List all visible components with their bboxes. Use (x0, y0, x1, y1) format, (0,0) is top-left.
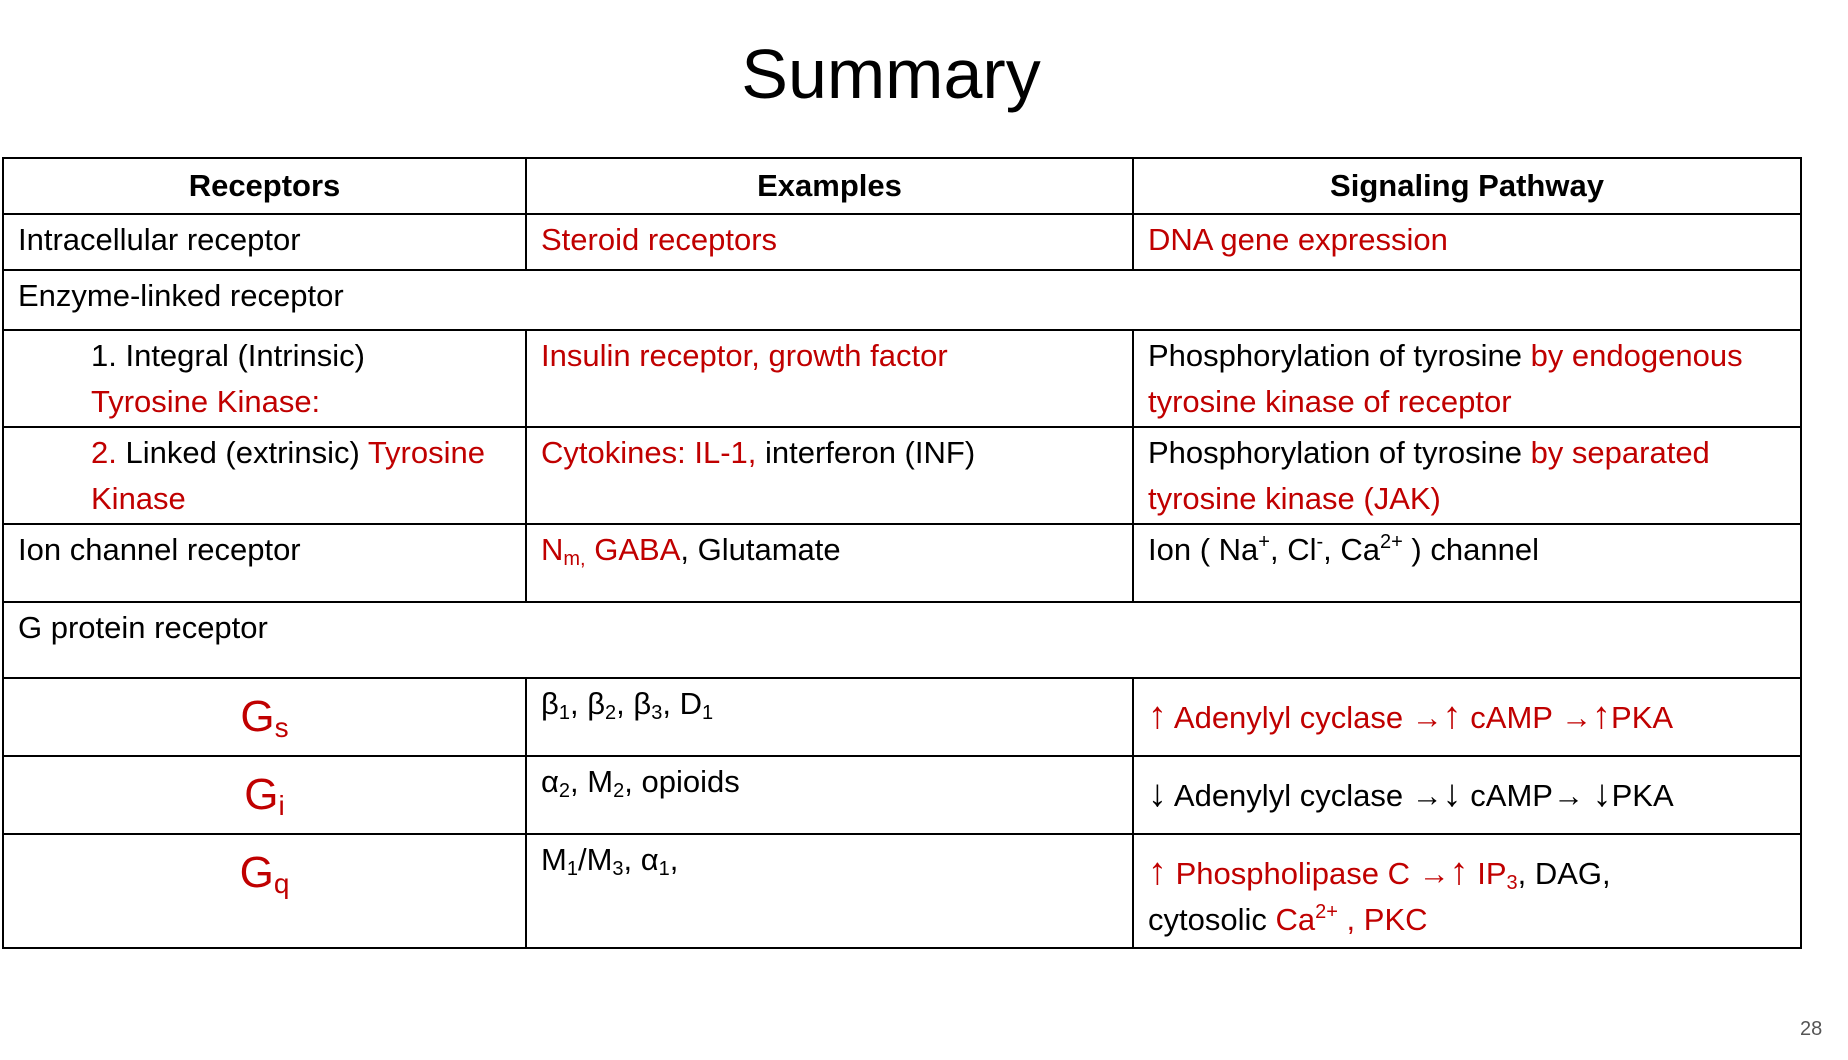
receptor-cell: 1. Integral (Intrinsic) Tyrosine Kinase: (2, 329, 527, 428)
example-glutamate: , Glutamate (680, 532, 841, 567)
up-arrow-icon: ↑ (1449, 851, 1469, 893)
g-subunit-label: Gi (2, 755, 527, 835)
down-arrow-icon: ↓ (1592, 773, 1612, 815)
up-arrow-icon: ↑ (1442, 695, 1462, 737)
examples-cell: Steroid receptors (525, 213, 1134, 271)
down-arrow-icon: ↓ (1442, 773, 1462, 815)
pathway-cell: Ion ( Na+, Cl-, Ca2+ ) channel (1132, 523, 1802, 603)
header-receptors: Receptors (2, 157, 527, 215)
right-arrow-icon: → (1561, 700, 1593, 735)
header-pathway: Signaling Pathway (1132, 157, 1802, 215)
right-arrow-icon: → (1418, 856, 1450, 891)
up-arrow-icon: ↑ (1148, 695, 1167, 737)
example-nm: Nm, GABA (541, 532, 681, 570)
pathway-cell: DNA gene expression (1132, 213, 1802, 271)
examples-cell: Insulin receptor, growth factor (525, 329, 1134, 428)
examples-cell: Nm, GABA, Glutamate (525, 523, 1134, 603)
pathway-cell: Phosphorylation of tyrosine by separated… (1132, 426, 1802, 525)
right-arrow-icon: → (1411, 778, 1443, 813)
pathway-text-red: by separated tyrosine kinase (JAK) (1148, 435, 1710, 516)
pathway-text: Phosphorylation of tyrosine (1148, 338, 1531, 373)
section-label: G protein receptor (2, 601, 1802, 679)
table-row: 1. Integral (Intrinsic) Tyrosine Kinase:… (2, 329, 1802, 428)
pathway-cell: ↑ Phospholipase C →↑ IP3, DAG, cytosolic … (1132, 833, 1802, 949)
receptor-text: Linked (extrinsic) (116, 435, 368, 470)
page-number: 28 (1800, 1018, 1823, 1040)
examples-cell: M1/M3, α1, (525, 833, 1134, 949)
pathway-cell: Phosphorylation of tyrosine by endogenou… (1132, 329, 1802, 428)
examples-text: interferon (INF) (764, 435, 976, 470)
table-row: 2. Linked (extrinsic) Tyrosine Kinase Cy… (2, 426, 1802, 525)
g-subunit-label: Gs (2, 677, 527, 757)
up-arrow-icon: ↑ (1148, 851, 1167, 893)
section-label: Enzyme-linked receptor (2, 269, 1802, 331)
receptor-cell: Intracellular receptor (2, 213, 527, 271)
right-arrow-icon: → (1552, 778, 1584, 813)
pathway-text: Phosphorylation of tyrosine (1148, 435, 1531, 470)
receptor-text-red: Tyrosine Kinase (91, 435, 485, 516)
pathway-text-red: by endogenous tyrosine kinase of recepto… (1148, 338, 1743, 419)
header-examples: Examples (525, 157, 1134, 215)
table-row: Gs β1, β2, β3, D1 ↑ Adenylyl cyclase →↑ … (2, 677, 1802, 757)
header-row: Receptors Examples Signaling Pathway (2, 157, 1802, 215)
examples-cell: α2, M2, opioids (525, 755, 1134, 835)
up-arrow-icon: ↑ (1592, 695, 1612, 737)
table-row: Gq M1/M3, α1, ↑ Phospholipase C →↑ IP3, … (2, 833, 1802, 949)
table-row: Ion channel receptor Nm, GABA, Glutamate… (2, 523, 1802, 603)
pathway-cell: ↓ Adenylyl cyclase →↓ cAMP→ ↓PKA (1132, 755, 1802, 835)
receptor-cell: 2. Linked (extrinsic) Tyrosine Kinase (2, 426, 527, 525)
g-subunit-label: Gq (2, 833, 527, 949)
examples-text-red: Cytokines: IL-1, (541, 435, 765, 470)
right-arrow-icon: → (1411, 700, 1443, 735)
page-title: Summary (741, 35, 1041, 113)
receptor-text-red: Tyrosine Kinase: (91, 384, 321, 419)
section-row: Enzyme-linked receptor (2, 269, 1802, 331)
table-row: Intracellular receptor Steroid receptors… (2, 213, 1802, 271)
examples-cell: Cytokines: IL-1, interferon (INF) (525, 426, 1134, 525)
examples-cell: β1, β2, β3, D1 (525, 677, 1134, 757)
summary-table: Receptors Examples Signaling Pathway Int… (2, 157, 1802, 949)
receptor-num: 2. (91, 435, 117, 470)
down-arrow-icon: ↓ (1148, 773, 1167, 815)
table-row: Gi α2, M2, opioids ↓ Adenylyl cyclase →↓… (2, 755, 1802, 835)
receptor-cell: Ion channel receptor (2, 523, 527, 603)
receptor-text: 1. Integral (Intrinsic) (91, 338, 365, 373)
section-row: G protein receptor (2, 601, 1802, 679)
pathway-cell: ↑ Adenylyl cyclase →↑ cAMP →↑PKA (1132, 677, 1802, 757)
